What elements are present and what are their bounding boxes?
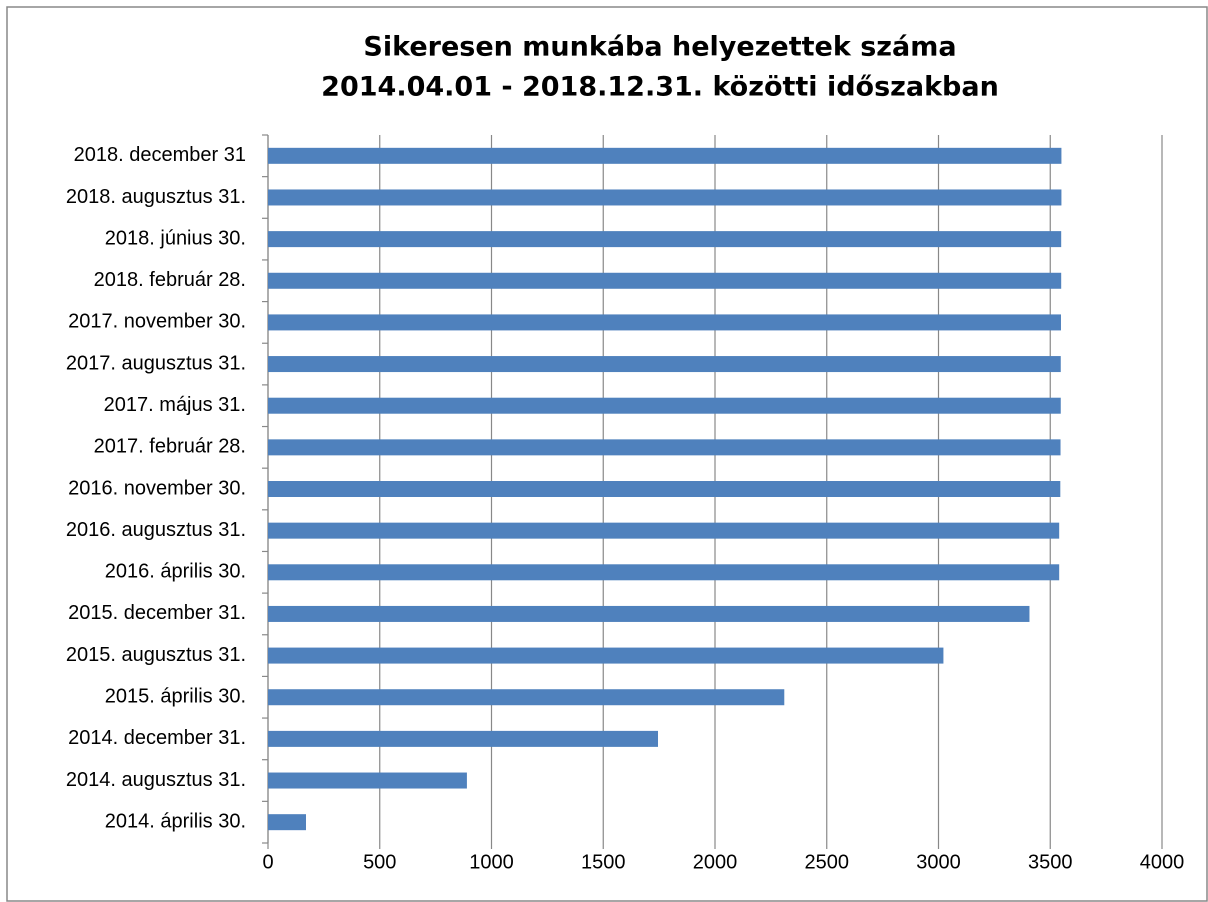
x-tick-label: 3500 [1028, 851, 1073, 873]
bar [268, 397, 1061, 414]
x-tick-label: 2500 [805, 851, 850, 873]
y-tick-label: 2018. augusztus 31. [66, 186, 246, 208]
x-tick-label: 1500 [581, 851, 626, 873]
y-tick-label: 2017. február 28. [94, 436, 246, 458]
chart-title: Sikeresen munkába helyezettek száma [363, 32, 956, 63]
bar [268, 647, 944, 664]
bar [268, 689, 785, 706]
bar [268, 439, 1061, 456]
bar [268, 564, 1060, 581]
bar [268, 522, 1060, 539]
bar [268, 231, 1062, 248]
x-tick-label: 500 [363, 851, 396, 873]
y-tick-label: 2014. augusztus 31. [66, 769, 246, 791]
x-tick-label: 2000 [693, 851, 738, 873]
bar [268, 605, 1030, 622]
y-tick-label: 2018. február 28. [94, 269, 246, 291]
x-tick-label: 0 [262, 851, 273, 873]
bar [268, 272, 1062, 289]
x-tick-label: 1000 [469, 851, 514, 873]
bar [268, 772, 467, 789]
y-tick-label: 2018. december 31 [74, 144, 246, 166]
y-tick-label: 2016. november 30. [68, 477, 246, 499]
y-tick-label: 2015. augusztus 31. [66, 644, 246, 666]
y-tick-label: 2015. december 31. [68, 602, 246, 624]
y-tick-label: 2018. június 30. [105, 227, 246, 249]
y-tick-label: 2017. augusztus 31. [66, 352, 246, 374]
bar [268, 814, 306, 831]
y-tick-label: 2016. április 30. [105, 561, 246, 583]
bar [268, 147, 1062, 164]
y-tick-label: 2016. augusztus 31. [66, 519, 246, 541]
bar [268, 356, 1061, 373]
x-tick-label: 4000 [1140, 851, 1185, 873]
y-tick-label: 2014. december 31. [68, 727, 246, 749]
y-tick-label: 2015. április 30. [105, 686, 246, 708]
x-tick-label: 3000 [916, 851, 961, 873]
y-tick-label: 2017. május 31. [104, 394, 246, 416]
y-tick-label: 2017. november 30. [68, 311, 246, 333]
bar [268, 481, 1061, 497]
bar [268, 314, 1061, 331]
y-tick-label: 2014. április 30. [105, 810, 246, 832]
bar [268, 189, 1062, 206]
bar [268, 730, 659, 747]
chart-title: 2014.04.01 - 2018.12.31. közötti időszak… [321, 72, 999, 103]
